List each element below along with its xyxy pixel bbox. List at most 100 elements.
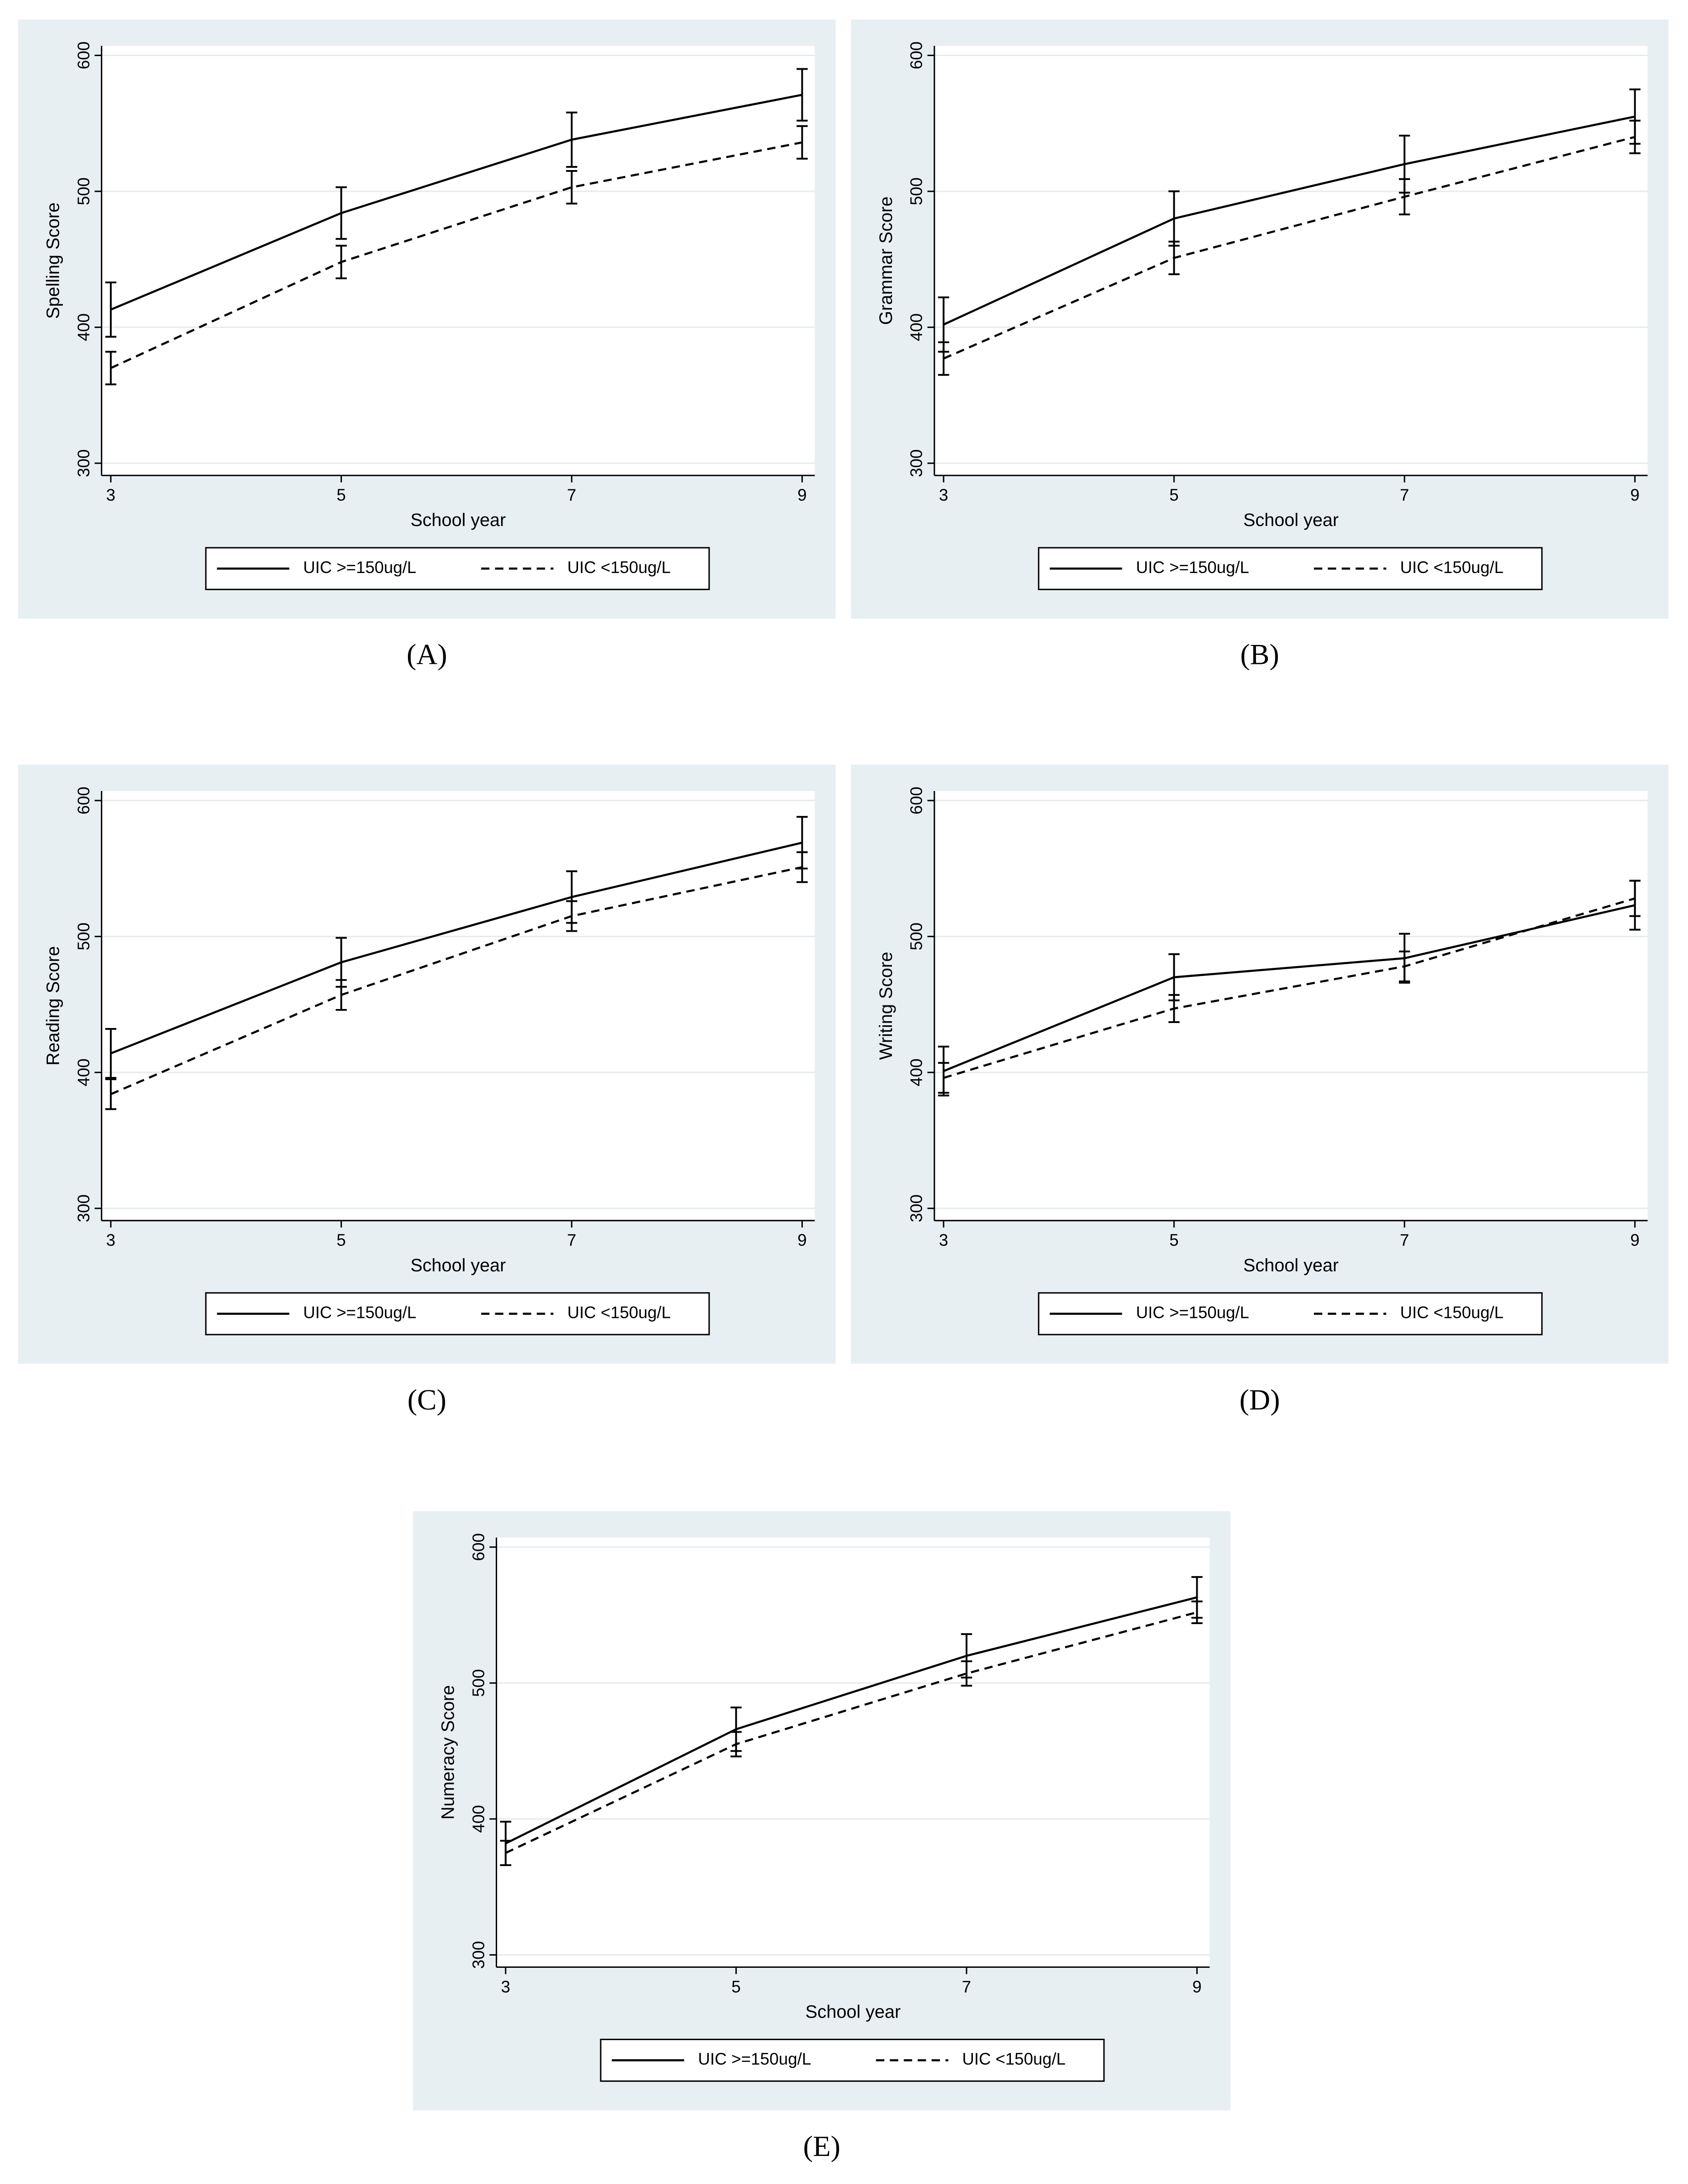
legend — [1038, 547, 1543, 590]
x-tick-label: 7 — [962, 1977, 972, 1996]
x-axis-label: School year — [411, 1255, 506, 1275]
panel-label: (A) — [407, 638, 447, 671]
x-tick-label: 5 — [1169, 1231, 1179, 1250]
legend-label: UIC <150ug/L — [1400, 1303, 1504, 1322]
y-tick-label: 400 — [469, 1805, 488, 1833]
plot-area — [934, 46, 1648, 476]
error-bar — [730, 1731, 742, 1758]
error-bar — [797, 125, 808, 160]
x-tick-label: 7 — [1400, 486, 1409, 504]
x-tick-label: 7 — [567, 1231, 577, 1250]
panel: 300 400 500 600 3 5 7 9 School year Reading Score… — [18, 764, 836, 1416]
x-tick-label: 9 — [1630, 1231, 1640, 1250]
panel-label: (B) — [1240, 638, 1279, 671]
panel-label: (E) — [803, 2130, 840, 2163]
series-line — [110, 94, 802, 311]
error-bar — [938, 341, 949, 376]
series-line — [943, 136, 1636, 360]
y-axis-label: Writing Score — [876, 952, 896, 1060]
y-tick-label: 500 — [74, 923, 93, 951]
legend — [1038, 1292, 1543, 1336]
error-bar — [336, 186, 347, 240]
error-bar — [1399, 178, 1410, 216]
x-tick-label: 3 — [939, 486, 948, 504]
y-tick-label: 600 — [74, 786, 93, 815]
error-bar — [566, 900, 578, 932]
y-tick-label: 500 — [907, 177, 926, 205]
legend-label: UIC <150ug/L — [1400, 558, 1504, 577]
panel: 300 400 500 600 3 5 7 9 School year Writing Score… — [851, 764, 1669, 1416]
x-tick-label: 3 — [106, 1231, 116, 1250]
legend — [205, 1292, 710, 1336]
series-line — [505, 1611, 1197, 1854]
x-tick-label: 5 — [337, 1231, 346, 1250]
error-bar — [336, 245, 347, 280]
x-axis-label: School year — [411, 510, 506, 530]
error-bar — [961, 1660, 972, 1687]
x-tick-label: 9 — [797, 486, 807, 504]
y-axis-label: Numeracy Score — [438, 1685, 458, 1819]
y-tick-label: 600 — [469, 1533, 488, 1561]
legend-label: UIC >=150ug/L — [1136, 1303, 1249, 1322]
error-bar — [1191, 1600, 1203, 1625]
x-tick-label: 9 — [1192, 1977, 1202, 1996]
x-axis-label: School year — [1243, 1255, 1339, 1275]
y-tick-label: 500 — [469, 1669, 488, 1697]
plot-area — [101, 46, 815, 476]
error-bar — [1168, 241, 1180, 275]
legend-label: UIC <150ug/L — [962, 2050, 1066, 2068]
y-tick-label: 400 — [74, 1058, 93, 1086]
error-bar — [105, 1028, 117, 1079]
error-bar — [797, 68, 808, 122]
error-bar — [1629, 880, 1641, 917]
y-tick-label: 400 — [74, 313, 93, 341]
x-tick-label: 9 — [797, 1231, 807, 1250]
y-tick-label: 600 — [907, 42, 926, 70]
y-axis-label: Grammar Score — [876, 196, 896, 325]
error-bar — [1399, 950, 1410, 982]
x-tick-label: 5 — [337, 486, 346, 504]
y-tick-label: 300 — [74, 1194, 93, 1222]
x-axis-label: School year — [806, 2002, 901, 2022]
y-axis-label: Spelling Score — [43, 203, 63, 319]
y-tick-label: 600 — [74, 42, 93, 70]
legend — [205, 547, 710, 590]
legend-label: UIC <150ug/L — [567, 558, 671, 577]
x-tick-label: 9 — [1630, 486, 1640, 504]
error-bar — [105, 351, 117, 385]
x-axis-label: School year — [1243, 510, 1339, 530]
plot-area — [496, 1537, 1210, 1967]
series-line — [110, 141, 802, 369]
error-bar — [938, 1062, 949, 1094]
panel-label: (C) — [408, 1383, 446, 1416]
plot-area — [934, 791, 1648, 1221]
x-tick-label: 5 — [731, 1977, 741, 1996]
panel: 300 400 500 600 3 5 7 9 School year Numeracy Scor… — [413, 1511, 1231, 2163]
error-bar — [1168, 994, 1180, 1023]
series-line — [943, 904, 1636, 1072]
y-tick-label: 300 — [74, 449, 93, 477]
error-bar — [566, 111, 578, 168]
panel: 300 400 500 600 3 5 7 9 School year Grammar Score… — [851, 19, 1669, 671]
error-bar — [336, 979, 347, 1011]
panel-label: (D) — [1239, 1383, 1280, 1416]
error-bar — [105, 1078, 117, 1110]
legend-label: UIC >=150ug/L — [1136, 558, 1249, 577]
series-line — [505, 1596, 1197, 1845]
y-tick-label: 600 — [907, 786, 926, 815]
x-tick-label: 3 — [106, 486, 116, 504]
y-tick-label: 400 — [907, 1058, 926, 1086]
y-tick-label: 300 — [907, 449, 926, 477]
error-bar — [1629, 119, 1641, 154]
series-line — [943, 115, 1636, 326]
y-axis-label: Reading Score — [43, 946, 63, 1066]
legend — [600, 2038, 1105, 2082]
error-bar — [105, 281, 117, 338]
series-line — [110, 841, 802, 1055]
panel: 300 400 500 600 3 5 7 9 School year Spelling Scor… — [18, 19, 836, 671]
series-line — [110, 866, 802, 1095]
error-bar — [797, 851, 808, 883]
error-bar — [500, 1839, 512, 1867]
y-tick-label: 500 — [907, 923, 926, 951]
